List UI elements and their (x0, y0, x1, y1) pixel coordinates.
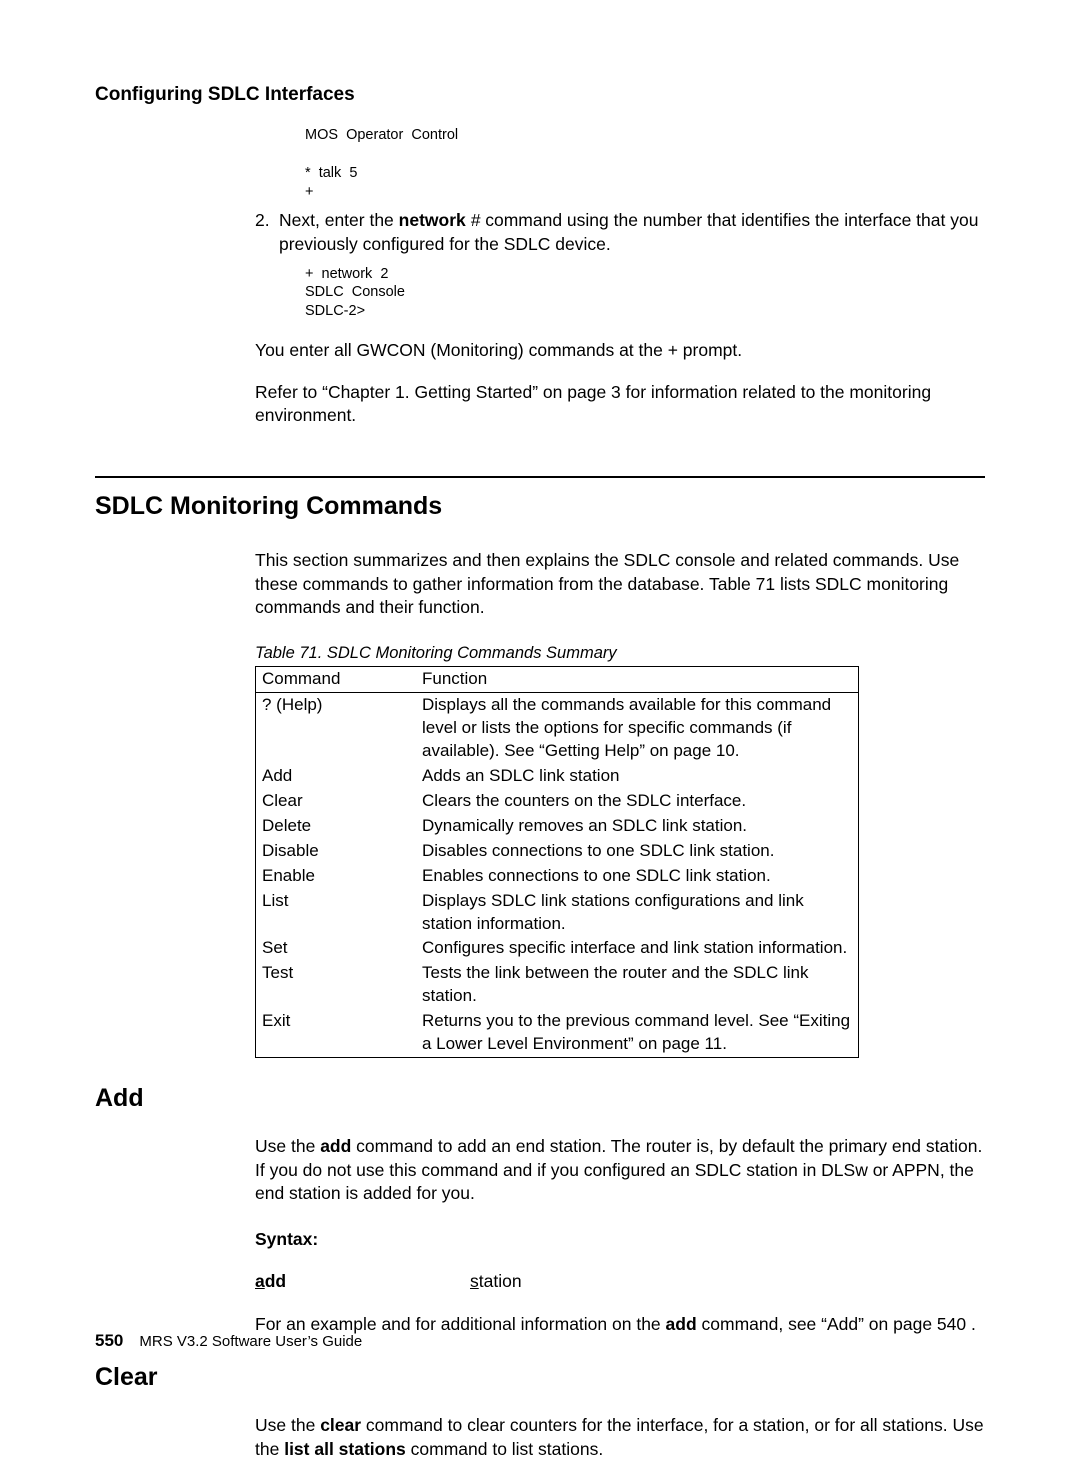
add-body: Use the add command to add an end statio… (255, 1135, 985, 1337)
paragraph: Use the add command to add an end statio… (255, 1135, 985, 1206)
t: Use the (255, 1415, 320, 1435)
commands-table: Command Function ? (Help)Displays all th… (255, 666, 859, 1058)
step-number: 2. (255, 209, 279, 256)
cell-function: Tests the link between the router and th… (416, 961, 859, 1009)
code-block-2: + network 2 SDLC Console SDLC-2> (305, 265, 985, 322)
cell-function: Disables connections to one SDLC link st… (416, 839, 859, 864)
t-italic: # (466, 210, 481, 230)
page: Configuring SDLC Interfaces MOS Operator… (0, 0, 1080, 1397)
step-text: Next, enter the network # command using … (279, 209, 985, 256)
ul: s (470, 1271, 479, 1291)
paragraph: Use the clear command to clear counters … (255, 1414, 985, 1461)
paragraph: This section summarizes and then explain… (255, 549, 985, 620)
t-bold: add (666, 1314, 697, 1334)
t: command, see “Add” on page 540 . (697, 1314, 976, 1334)
cell-command: Add (256, 764, 417, 789)
cell-command: Exit (256, 1009, 417, 1057)
cell-command: Delete (256, 814, 417, 839)
code-block-1: MOS Operator Control * talk 5 + (305, 126, 985, 201)
page-number: 550 (95, 1331, 123, 1350)
cell-command: ? (Help) (256, 693, 417, 764)
section-heading: SDLC Monitoring Commands (95, 492, 985, 521)
th-command: Command (256, 667, 417, 693)
cell-command: Set (256, 936, 417, 961)
cell-command: Test (256, 961, 417, 1009)
cell-function: Adds an SDLC link station (416, 764, 859, 789)
cell-function: Clears the counters on the SDLC interfac… (416, 789, 859, 814)
step-2: 2. Next, enter the network # command usi… (255, 209, 985, 256)
cell-function: Configures specific interface and link s… (416, 936, 859, 961)
t: Use the (255, 1136, 320, 1156)
syntax-arg: station (470, 1270, 522, 1294)
table-row: DeleteDynamically removes an SDLC link s… (256, 814, 859, 839)
paragraph: Refer to “Chapter 1. Getting Started” on… (255, 381, 985, 428)
syntax-label: Syntax: (255, 1228, 985, 1252)
divider (95, 476, 985, 478)
t-bold: clear (320, 1415, 361, 1435)
cell-function: Returns you to the previous command leve… (416, 1009, 859, 1057)
cell-command: Clear (256, 789, 417, 814)
th-function: Function (416, 667, 859, 693)
running-header: Configuring SDLC Interfaces (95, 84, 985, 106)
cell-function: Displays all the commands available for … (416, 693, 859, 764)
table-row: ClearClears the counters on the SDLC int… (256, 789, 859, 814)
t-bold: add (320, 1136, 351, 1156)
cell-command: Enable (256, 864, 417, 889)
footer: 550 MRS V3.2 Software User’s Guide (95, 1331, 362, 1351)
clear-body: Use the clear command to clear counters … (255, 1414, 985, 1461)
cell-function: Displays SDLC link stations configuratio… (416, 889, 859, 937)
subsection-heading-add: Add (95, 1084, 985, 1113)
table-row: DisableDisables connections to one SDLC … (256, 839, 859, 864)
syntax-cmd: add (255, 1270, 470, 1294)
table-caption: Table 71. SDLC Monitoring Commands Summa… (255, 642, 985, 664)
cell-command: Disable (256, 839, 417, 864)
cell-function: Enables connections to one SDLC link sta… (416, 864, 859, 889)
table-row: SetConfigures specific interface and lin… (256, 936, 859, 961)
table-row: ListDisplays SDLC link stations configur… (256, 889, 859, 937)
t-bold: list all stations (284, 1439, 406, 1459)
ul: a (255, 1271, 265, 1291)
cell-command: List (256, 889, 417, 937)
cell-function: Dynamically removes an SDLC link station… (416, 814, 859, 839)
t-bold: network (399, 210, 466, 230)
intro-block: MOS Operator Control * talk 5 + 2. Next,… (255, 126, 985, 428)
paragraph: You enter all GWCON (Monitoring) command… (255, 339, 985, 363)
table-row: ExitReturns you to the previous command … (256, 1009, 859, 1057)
paragraph: For an example and for additional inform… (255, 1313, 985, 1337)
subsection-heading-clear: Clear (95, 1363, 985, 1392)
footer-text: MRS V3.2 Software User’s Guide (139, 1333, 362, 1350)
t: dd (265, 1271, 286, 1291)
table-row: ? (Help)Displays all the commands availa… (256, 693, 859, 764)
syntax-row: add station (255, 1270, 985, 1294)
t: command to list stations. (406, 1439, 603, 1459)
t: command to add an end station. The route… (255, 1136, 982, 1203)
t: tation (479, 1271, 522, 1291)
table-row: AddAdds an SDLC link station (256, 764, 859, 789)
table-header-row: Command Function (256, 667, 859, 693)
section1-body: This section summarizes and then explain… (255, 549, 985, 1058)
table-row: EnableEnables connections to one SDLC li… (256, 864, 859, 889)
table-row: TestTests the link between the router an… (256, 961, 859, 1009)
t: Next, enter the (279, 210, 399, 230)
